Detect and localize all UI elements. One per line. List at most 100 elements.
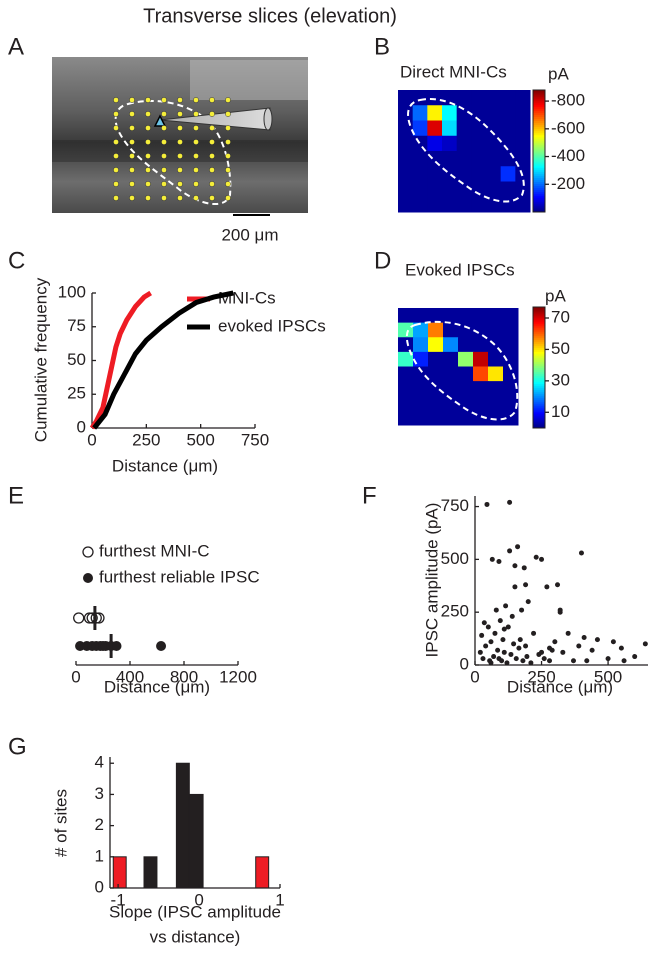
y-axis-label: IPSC amplitude (pA) xyxy=(422,503,441,658)
panel-label: C xyxy=(8,247,25,274)
heatmap-cell xyxy=(486,166,502,182)
data-point xyxy=(523,643,529,649)
heatmap-cell xyxy=(473,322,489,338)
heatmap-cell xyxy=(413,337,429,353)
data-point xyxy=(557,607,563,613)
legend-label: MNI-Cs xyxy=(218,288,276,307)
data-point xyxy=(523,582,529,588)
heatmap-cell xyxy=(427,105,443,121)
colorbar-step xyxy=(533,148,545,152)
y-axis-label: Cumulative frequency xyxy=(31,277,50,442)
stim-site xyxy=(177,181,183,187)
stim-site xyxy=(161,111,167,117)
data-point xyxy=(513,656,519,662)
y-tick-label: 750 xyxy=(441,496,469,515)
stim-site xyxy=(129,97,135,103)
heatmap-cell xyxy=(500,166,516,182)
colorbar-step xyxy=(533,407,545,411)
colorbar-step xyxy=(533,124,545,128)
heatmap-cell xyxy=(473,395,489,411)
legend-label: evoked IPSCs xyxy=(218,316,326,335)
data-point xyxy=(504,660,510,666)
colorbar-tick-label: -800 xyxy=(551,91,585,110)
colorbar-step xyxy=(533,341,545,344)
data-point xyxy=(516,645,522,651)
colorbar-step xyxy=(533,114,545,117)
colorbar-step xyxy=(533,108,545,111)
stim-site xyxy=(193,195,199,201)
colorbar-step xyxy=(533,209,545,213)
data-point xyxy=(544,584,550,590)
heatmap-cell xyxy=(456,120,472,137)
colorbar-step xyxy=(533,307,545,310)
colorbar-step xyxy=(533,142,545,146)
data-point xyxy=(621,658,627,664)
stim-site xyxy=(209,97,215,103)
heatmap-cell xyxy=(427,135,443,152)
heatmap-cell xyxy=(471,196,487,213)
colorbar-step xyxy=(533,351,545,354)
x-tick-label: 1200 xyxy=(219,667,257,686)
x-tick-label: 0 xyxy=(71,667,80,686)
data-point xyxy=(576,643,582,649)
data-point xyxy=(497,618,503,624)
stim-site xyxy=(129,195,135,201)
heatmap-cell xyxy=(456,135,472,152)
colorbar-step xyxy=(533,311,545,314)
colorbar-step xyxy=(533,363,545,366)
heatmap-cell xyxy=(443,351,459,367)
stim-site xyxy=(209,167,215,173)
colorbar-step xyxy=(533,361,545,364)
data-point xyxy=(594,637,600,643)
data-point xyxy=(565,630,571,636)
heatmap-cell xyxy=(458,395,474,411)
colorbar-step xyxy=(533,401,545,405)
colorbar-step xyxy=(533,151,545,154)
stim-site xyxy=(161,181,167,187)
stim-site xyxy=(209,139,215,145)
heatmap-cell xyxy=(398,135,414,152)
heatmap-cell xyxy=(398,196,414,213)
colorbar-step xyxy=(533,309,545,312)
colorbar-step xyxy=(533,96,545,99)
stim-site xyxy=(225,195,231,201)
heatmap-cell xyxy=(458,410,474,426)
data-point xyxy=(505,624,511,630)
heatmap-cell xyxy=(412,196,428,213)
colorbar-step xyxy=(533,399,545,403)
stim-site xyxy=(177,125,183,131)
data-point xyxy=(489,556,495,562)
stim-site xyxy=(161,125,167,131)
colorbar-step xyxy=(533,134,545,138)
heatmap-cell xyxy=(503,322,519,338)
colorbar-step xyxy=(533,112,545,115)
data-point xyxy=(552,639,558,645)
data-point xyxy=(531,630,537,636)
y-tick-label: 1 xyxy=(95,846,104,865)
colorbar-step xyxy=(533,403,545,407)
data-point xyxy=(618,645,624,651)
colorbar-step xyxy=(533,387,545,391)
data-point xyxy=(481,620,487,626)
colorbar-step xyxy=(533,185,545,189)
stim-site xyxy=(113,125,119,131)
colorbar-step xyxy=(533,132,545,136)
colorbar-step xyxy=(533,353,545,356)
heatmap-cell xyxy=(500,120,516,137)
heatmap-cell xyxy=(458,366,474,382)
colorbar-step xyxy=(533,116,545,119)
heatmap-cell xyxy=(471,90,487,106)
stim-site xyxy=(129,167,135,173)
data-point xyxy=(520,658,526,664)
heatmap-cell xyxy=(458,308,474,324)
colorbar-step xyxy=(533,90,545,93)
panel-label: B xyxy=(374,33,390,60)
heatmap-cell xyxy=(456,181,472,198)
y-tick-label: 500 xyxy=(441,549,469,568)
data-point xyxy=(477,649,483,655)
heatmap-cell xyxy=(398,120,414,137)
colorbar-step xyxy=(533,367,545,371)
data-point xyxy=(581,635,587,641)
stim-site xyxy=(145,167,151,173)
heatmap-cell xyxy=(500,105,516,121)
